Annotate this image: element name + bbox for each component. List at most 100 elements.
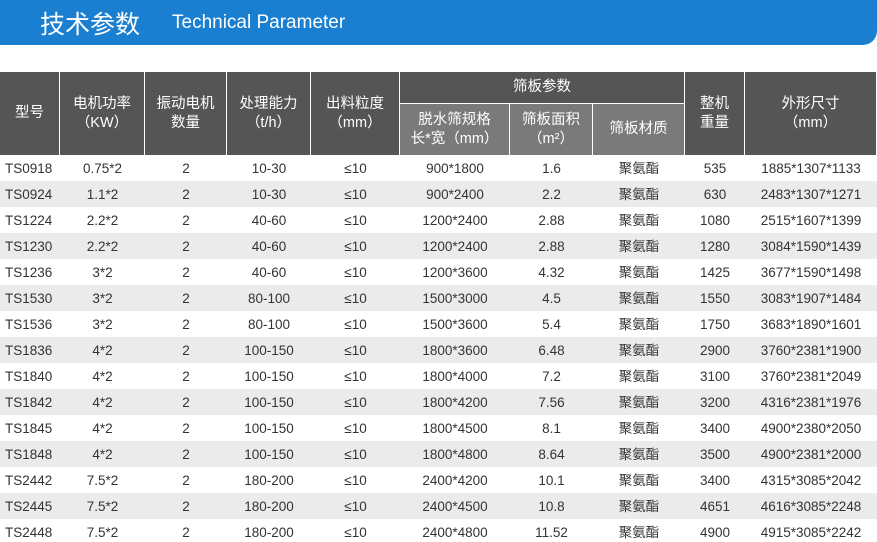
header-text: 整机 (700, 95, 729, 112)
cell: 1425 (685, 259, 745, 285)
cell-text: 2 (182, 394, 190, 410)
header-text: 出料粒度 (326, 95, 384, 112)
header-text: 筛板材质 (609, 121, 668, 137)
cell-text: TS2445 (5, 498, 53, 514)
cell: 40-60 (227, 259, 311, 285)
cell-text: 3677*1590*1498 (760, 264, 862, 280)
cell-text: 100-150 (244, 342, 294, 358)
cell: TS1845 (0, 415, 60, 441)
cell-text: 1550 (699, 290, 731, 306)
cell-text: 900*2400 (426, 186, 484, 202)
cell-text: 10-30 (251, 186, 287, 202)
cell-text: 2 (182, 342, 190, 358)
cell-text: 6.48 (538, 342, 565, 358)
cell: 180-200 (227, 467, 311, 493)
cell: 2 (145, 467, 227, 493)
cell-text: 7.2 (542, 368, 561, 384)
cell-text: ≤10 (344, 238, 367, 254)
cell-text: 3400 (699, 472, 731, 488)
cell: 40-60 (227, 233, 311, 259)
cell: 1.6 (510, 155, 593, 181)
cell: TS1236 (0, 259, 60, 285)
cell: 535 (685, 155, 745, 181)
cell-text: 3084*1590*1439 (760, 238, 862, 254)
cell: 1200*2400 (400, 233, 510, 259)
cell-text: 聚氨酯 (618, 238, 660, 254)
cell: 4*2 (60, 363, 145, 389)
cell-text: 8.1 (542, 420, 561, 436)
cell-text: 180-200 (244, 498, 294, 514)
cell-text: ≤10 (344, 472, 367, 488)
cell: 3760*2381*1900 (745, 337, 877, 363)
column-header: 振动电机 数量 (145, 72, 227, 155)
cell: 2 (145, 259, 227, 285)
cell: 3084*1590*1439 (745, 233, 877, 259)
cell: 聚氨酯 (593, 259, 685, 285)
cell-text: ≤10 (344, 524, 367, 540)
cell: TS1536 (0, 311, 60, 337)
cell: 2400*4200 (400, 467, 510, 493)
cell-text: TS1842 (5, 394, 53, 410)
header-text: 长*宽（mm） (410, 130, 499, 147)
cell: 4915*3085*2242 (745, 519, 877, 542)
header-text: （mm） (328, 114, 382, 131)
cell: TS2442 (0, 467, 60, 493)
cell-text: 1200*3600 (422, 264, 488, 280)
cell: 100-150 (227, 441, 311, 467)
cell-text: 80-100 (247, 290, 291, 306)
cell: 2.2 (510, 181, 593, 207)
cell-text: ≤10 (344, 264, 367, 280)
cell: 4*2 (60, 415, 145, 441)
cell: 聚氨酯 (593, 207, 685, 233)
cell-text: TS1530 (5, 290, 53, 306)
column-header: 筛板材质 (593, 103, 685, 155)
cell: 2.88 (510, 207, 593, 233)
cell: 2483*1307*1271 (745, 181, 877, 207)
cell: 2 (145, 519, 227, 542)
cell: 3*2 (60, 259, 145, 285)
cell: ≤10 (311, 181, 400, 207)
cell: TS1842 (0, 389, 60, 415)
cell-text: 4*2 (92, 394, 113, 410)
cell: 4315*3085*2042 (745, 467, 877, 493)
cell: 2 (145, 493, 227, 519)
cell-text: 7.56 (538, 394, 565, 410)
cell: ≤10 (311, 155, 400, 181)
cell-text: 4915*3085*2242 (760, 524, 862, 540)
cell-text: 0.75*2 (82, 160, 123, 176)
cell-text: 4.32 (538, 264, 565, 280)
cell-text: ≤10 (344, 160, 367, 176)
cell-text: 1800*3600 (422, 342, 488, 358)
cell: 1200*2400 (400, 207, 510, 233)
cell: 4900 (685, 519, 745, 542)
column-header: 出料粒度 （mm） (311, 72, 400, 155)
cell-text: 聚氨酯 (618, 264, 660, 280)
cell-text: 3083*1907*1484 (760, 290, 862, 306)
cell: 2.88 (510, 233, 593, 259)
cell: TS1230 (0, 233, 60, 259)
cell-text: 3*2 (92, 316, 113, 332)
cell: 聚氨酯 (593, 467, 685, 493)
cell: 1280 (685, 233, 745, 259)
cell: 180-200 (227, 493, 311, 519)
cell-text: 3*2 (92, 264, 113, 280)
cell-text: 聚氨酯 (618, 342, 660, 358)
cell-text: 2400*4200 (422, 472, 488, 488)
cell: ≤10 (311, 311, 400, 337)
cell-text: TS1224 (5, 212, 53, 228)
cell-text: 2.88 (538, 212, 565, 228)
cell-text: 1800*4500 (422, 420, 488, 436)
cell: 630 (685, 181, 745, 207)
cell: 100-150 (227, 389, 311, 415)
cell-text: ≤10 (344, 498, 367, 514)
cell-text: 聚氨酯 (618, 420, 660, 436)
cell: 2 (145, 389, 227, 415)
cell-text: 聚氨酯 (618, 316, 660, 332)
cell-text: ≤10 (344, 186, 367, 202)
cell: 3400 (685, 415, 745, 441)
cell-text: 1750 (699, 316, 731, 332)
cell: 3677*1590*1498 (745, 259, 877, 285)
group-label: 筛板参数 (513, 79, 571, 95)
cell-text: 2.2 (542, 186, 561, 202)
